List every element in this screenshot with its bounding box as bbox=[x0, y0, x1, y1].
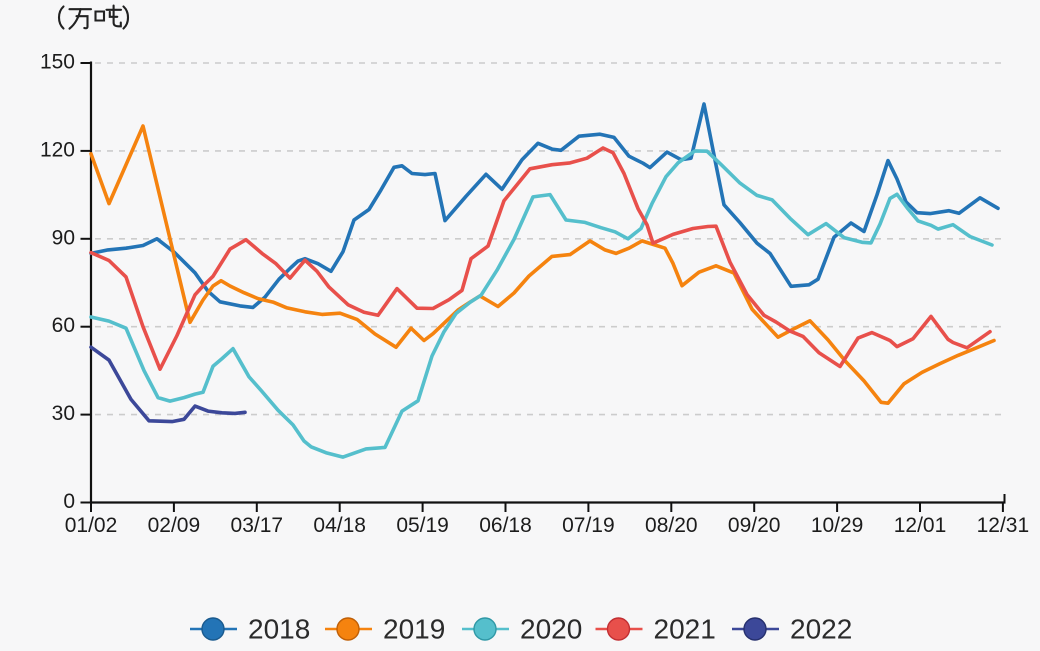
svg-text:2020: 2020 bbox=[520, 614, 582, 645]
svg-text:04/18: 04/18 bbox=[313, 514, 366, 537]
svg-text:2018: 2018 bbox=[248, 614, 310, 645]
svg-text:90: 90 bbox=[52, 226, 75, 249]
svg-text:06/18: 06/18 bbox=[479, 514, 532, 537]
svg-text:30: 30 bbox=[52, 402, 75, 425]
svg-text:02/09: 02/09 bbox=[148, 514, 201, 537]
svg-text:12/31: 12/31 bbox=[977, 514, 1030, 537]
svg-text:09/20: 09/20 bbox=[728, 514, 781, 537]
svg-text:05/19: 05/19 bbox=[396, 514, 449, 537]
svg-text:150: 150 bbox=[40, 51, 75, 74]
svg-text:0: 0 bbox=[63, 490, 75, 513]
svg-text:03/17: 03/17 bbox=[231, 514, 284, 537]
svg-text:12/01: 12/01 bbox=[894, 514, 947, 537]
svg-text:2021: 2021 bbox=[654, 614, 716, 645]
svg-text:01/02: 01/02 bbox=[65, 514, 118, 537]
svg-text:08/20: 08/20 bbox=[645, 514, 698, 537]
svg-text:10/29: 10/29 bbox=[811, 514, 864, 537]
svg-text:2019: 2019 bbox=[383, 614, 445, 645]
svg-text:2022: 2022 bbox=[790, 614, 852, 645]
svg-text:60: 60 bbox=[52, 314, 75, 337]
svg-text:120: 120 bbox=[40, 138, 75, 161]
svg-text:07/19: 07/19 bbox=[562, 514, 615, 537]
